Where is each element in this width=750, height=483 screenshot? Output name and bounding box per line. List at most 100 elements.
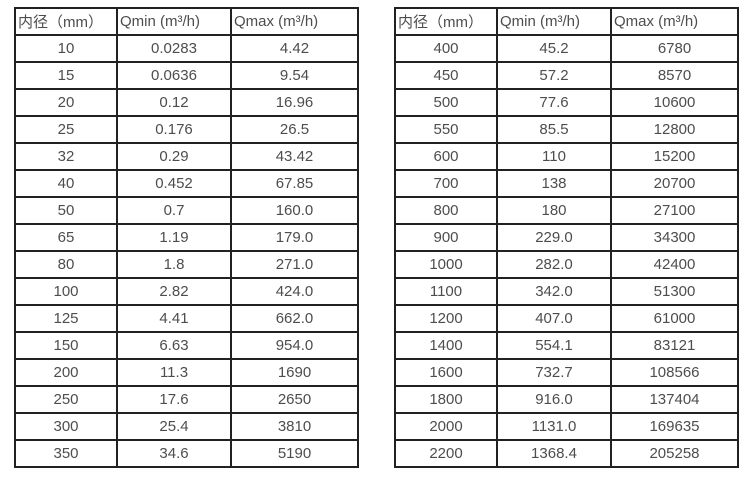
cell-qmin: 0.29	[116, 142, 232, 171]
cell-qmax: 179.0	[230, 223, 359, 252]
cell-qmax: 16.96	[230, 88, 359, 117]
cell-inner-diameter: 25	[14, 115, 118, 144]
cell-qmin: 57.2	[496, 61, 612, 90]
cell-inner-diameter: 1800	[394, 385, 498, 414]
flow-rate-spec-page: 内径（mm） Qmin (m³/h) Qmax (m³/h) 10 0.0283 4…	[14, 7, 739, 468]
table-row: 1600 732.7 108566	[394, 358, 739, 387]
header-inner-diameter: 内径（mm）	[14, 7, 118, 36]
cell-qmin: 0.7	[116, 196, 232, 225]
cell-qmax: 12800	[610, 115, 739, 144]
cell-inner-diameter: 100	[14, 277, 118, 306]
cell-qmax: 5190	[230, 439, 359, 468]
header-qmax: Qmax (m³/h)	[230, 7, 359, 36]
cell-inner-diameter: 32	[14, 142, 118, 171]
cell-qmax: 137404	[610, 385, 739, 414]
table-row: 2000 1131.0 169635	[394, 412, 739, 441]
cell-inner-diameter: 1100	[394, 277, 498, 306]
cell-qmax: 954.0	[230, 331, 359, 360]
table-row: 40 0.452 67.85	[14, 169, 359, 198]
table-row: 100 2.82 424.0	[14, 277, 359, 306]
table-row: 450 57.2 8570	[394, 61, 739, 90]
cell-qmax: 271.0	[230, 250, 359, 279]
cell-inner-diameter: 1400	[394, 331, 498, 360]
cell-qmax: 2650	[230, 385, 359, 414]
cell-inner-diameter: 550	[394, 115, 498, 144]
cell-inner-diameter: 400	[394, 34, 498, 63]
cell-qmin: 25.4	[116, 412, 232, 441]
cell-qmax: 169635	[610, 412, 739, 441]
cell-qmin: 0.0283	[116, 34, 232, 63]
cell-qmin: 6.63	[116, 331, 232, 360]
cell-qmin: 0.0636	[116, 61, 232, 90]
cell-qmin: 2.82	[116, 277, 232, 306]
cell-inner-diameter: 65	[14, 223, 118, 252]
cell-qmax: 108566	[610, 358, 739, 387]
cell-qmin: 45.2	[496, 34, 612, 63]
cell-qmin: 732.7	[496, 358, 612, 387]
table-row: 1000 282.0 42400	[394, 250, 739, 279]
cell-qmax: 42400	[610, 250, 739, 279]
table-row: 400 45.2 6780	[394, 34, 739, 63]
table-row: 25 0.176 26.5	[14, 115, 359, 144]
cell-qmax: 424.0	[230, 277, 359, 306]
cell-qmin: 0.452	[116, 169, 232, 198]
table-row: 700 138 20700	[394, 169, 739, 198]
cell-qmin: 0.176	[116, 115, 232, 144]
table-row: 32 0.29 43.42	[14, 142, 359, 171]
cell-inner-diameter: 900	[394, 223, 498, 252]
table-row: 550 85.5 12800	[394, 115, 739, 144]
cell-qmin: 1.8	[116, 250, 232, 279]
cell-qmin: 229.0	[496, 223, 612, 252]
cell-inner-diameter: 350	[14, 439, 118, 468]
table-row: 65 1.19 179.0	[14, 223, 359, 252]
table-row: 1100 342.0 51300	[394, 277, 739, 306]
cell-qmax: 51300	[610, 277, 739, 306]
table-row: 350 34.6 5190	[14, 439, 359, 468]
table-row: 2200 1368.4 205258	[394, 439, 739, 468]
table-row: 80 1.8 271.0	[14, 250, 359, 279]
table-header: 内径（mm） Qmin (m³/h) Qmax (m³/h)	[14, 7, 359, 36]
cell-qmin: 110	[496, 142, 612, 171]
header-qmin: Qmin (m³/h)	[116, 7, 232, 36]
cell-qmax: 61000	[610, 304, 739, 333]
cell-inner-diameter: 700	[394, 169, 498, 198]
cell-qmin: 138	[496, 169, 612, 198]
cell-qmax: 8570	[610, 61, 739, 90]
cell-inner-diameter: 1000	[394, 250, 498, 279]
table-row: 1200 407.0 61000	[394, 304, 739, 333]
table-header: 内径（mm） Qmin (m³/h) Qmax (m³/h)	[394, 7, 739, 36]
cell-qmin: 1131.0	[496, 412, 612, 441]
cell-qmax: 43.42	[230, 142, 359, 171]
cell-inner-diameter: 150	[14, 331, 118, 360]
header-qmax: Qmax (m³/h)	[610, 7, 739, 36]
table-body: 400 45.2 6780 450 57.2 8570 500 77.6 10600 550 85.…	[394, 34, 739, 468]
cell-inner-diameter: 1200	[394, 304, 498, 333]
header-row: 内径（mm） Qmin (m³/h) Qmax (m³/h)	[394, 7, 739, 36]
table-row: 600 110 15200	[394, 142, 739, 171]
cell-qmin: 11.3	[116, 358, 232, 387]
cell-inner-diameter: 800	[394, 196, 498, 225]
cell-qmin: 342.0	[496, 277, 612, 306]
cell-inner-diameter: 600	[394, 142, 498, 171]
flow-table-large-diameters: 内径（mm） Qmin (m³/h) Qmax (m³/h) 400 45.2 67…	[394, 7, 739, 468]
cell-qmin: 554.1	[496, 331, 612, 360]
table-row: 500 77.6 10600	[394, 88, 739, 117]
cell-inner-diameter: 300	[14, 412, 118, 441]
table-body: 10 0.0283 4.42 15 0.0636 9.54 20 0.12 16.96 25 0.1…	[14, 34, 359, 468]
cell-qmin: 407.0	[496, 304, 612, 333]
header-qmin: Qmin (m³/h)	[496, 7, 612, 36]
cell-qmax: 1690	[230, 358, 359, 387]
cell-inner-diameter: 50	[14, 196, 118, 225]
table-row: 20 0.12 16.96	[14, 88, 359, 117]
cell-qmax: 6780	[610, 34, 739, 63]
cell-qmax: 34300	[610, 223, 739, 252]
table-row: 150 6.63 954.0	[14, 331, 359, 360]
cell-qmax: 3810	[230, 412, 359, 441]
cell-inner-diameter: 2200	[394, 439, 498, 468]
table-row: 1400 554.1 83121	[394, 331, 739, 360]
cell-qmax: 4.42	[230, 34, 359, 63]
cell-qmin: 1368.4	[496, 439, 612, 468]
table-row: 1800 916.0 137404	[394, 385, 739, 414]
cell-qmax: 67.85	[230, 169, 359, 198]
table-row: 900 229.0 34300	[394, 223, 739, 252]
